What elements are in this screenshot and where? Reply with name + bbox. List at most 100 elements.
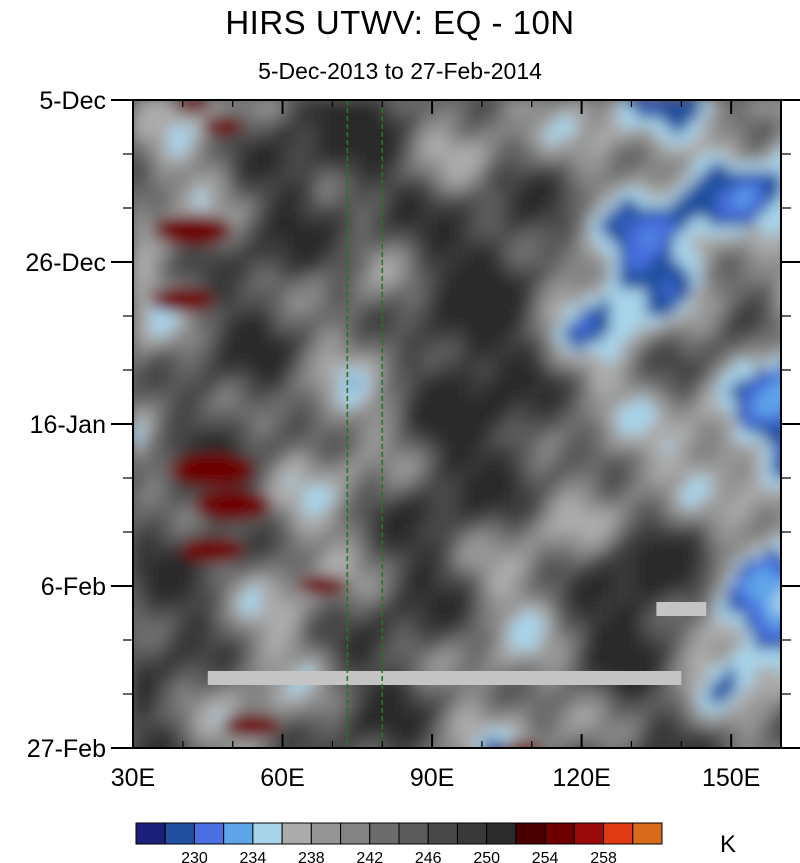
heatmap-cell <box>268 352 278 362</box>
heatmap-cell <box>223 190 233 200</box>
heatmap-cell <box>340 298 350 308</box>
heatmap-cell <box>781 190 791 200</box>
heatmap-cell <box>745 388 755 398</box>
heatmap-cell <box>358 613 368 623</box>
heatmap-cell <box>772 604 781 614</box>
heatmap-cell <box>745 640 755 650</box>
heatmap-cell <box>781 217 791 227</box>
heatmap-cell <box>232 244 242 254</box>
heatmap-cell <box>763 280 773 290</box>
heatmap-cell <box>502 568 512 578</box>
heatmap-cell <box>187 352 197 362</box>
heatmap-cell <box>763 397 773 407</box>
heatmap-cell <box>574 109 584 119</box>
heatmap-cell <box>340 235 350 245</box>
heatmap-cell <box>322 145 332 155</box>
heatmap-cell <box>349 271 359 281</box>
heatmap-cell <box>547 487 557 497</box>
heatmap-cell <box>493 541 503 551</box>
heatmap-cell <box>340 172 350 182</box>
heatmap-cell <box>214 433 224 443</box>
heatmap-cell <box>376 613 386 623</box>
heatmap-cell <box>682 100 692 110</box>
heatmap-cell <box>358 424 368 434</box>
heatmap-cell <box>457 496 467 506</box>
heatmap-cell <box>268 325 278 335</box>
heatmap-cell <box>493 289 503 299</box>
heatmap-cell <box>538 694 548 704</box>
heatmap-cell <box>529 118 539 128</box>
heatmap-cell <box>574 334 584 344</box>
heatmap-cell <box>133 163 143 173</box>
heatmap-cell <box>394 496 404 506</box>
heatmap-cell <box>358 631 368 641</box>
heatmap-cell <box>268 523 278 533</box>
heatmap-cell <box>574 631 584 641</box>
heatmap-cell <box>421 244 431 254</box>
heatmap-cell <box>547 496 557 506</box>
heatmap-cell <box>178 523 188 533</box>
heatmap-cell <box>295 595 305 605</box>
heatmap-cell <box>565 361 575 371</box>
heatmap-cell <box>412 523 422 533</box>
heatmap-cell <box>142 442 152 452</box>
heatmap-cell <box>223 217 233 227</box>
heatmap-cell <box>268 370 278 380</box>
heatmap-cell <box>682 334 692 344</box>
heatmap-cell <box>700 325 710 335</box>
heatmap-cell <box>637 442 647 452</box>
heatmap-cell <box>709 190 719 200</box>
heatmap-cell <box>529 559 539 569</box>
heatmap-cell <box>151 487 161 497</box>
heatmap-cell <box>133 541 143 551</box>
heatmap-cell <box>394 262 404 272</box>
heatmap-cell <box>538 262 548 272</box>
heatmap-cell <box>205 370 215 380</box>
heatmap-cell <box>727 604 737 614</box>
heatmap-cell <box>169 361 179 371</box>
heatmap-cell <box>727 595 737 605</box>
heatmap-cell <box>385 406 395 416</box>
heatmap-cell <box>169 667 179 677</box>
heatmap-cell <box>322 424 332 434</box>
heatmap-cell <box>340 469 350 479</box>
heatmap-cell <box>700 298 710 308</box>
heatmap-cell <box>493 550 503 560</box>
heatmap-cell <box>457 334 467 344</box>
heatmap-cell <box>448 343 458 353</box>
heatmap-cell <box>457 685 467 695</box>
heatmap-cell <box>340 352 350 362</box>
heatmap-cell <box>655 172 665 182</box>
heatmap-cell <box>637 397 647 407</box>
heatmap-cell <box>655 388 665 398</box>
heatmap-cell <box>475 631 485 641</box>
heatmap-cell <box>664 586 674 596</box>
heatmap-cell <box>259 370 269 380</box>
heatmap-cell <box>601 478 611 488</box>
heatmap-cell <box>340 604 350 614</box>
heatmap-cell <box>250 604 260 614</box>
heatmap-cell <box>619 217 629 227</box>
heatmap-cell <box>709 469 719 479</box>
heatmap-cell <box>682 541 692 551</box>
heatmap-cell <box>736 658 746 668</box>
heatmap-cell <box>700 145 710 155</box>
heatmap-cell <box>223 433 233 443</box>
heatmap-cell <box>565 181 575 191</box>
heatmap-cell <box>655 496 665 506</box>
heatmap-cell <box>682 649 692 659</box>
heatmap-cell <box>340 154 350 164</box>
heatmap-cell <box>394 163 404 173</box>
heatmap-cell <box>214 595 224 605</box>
heatmap-cell <box>241 271 251 281</box>
heatmap-cell <box>484 100 494 110</box>
heatmap-cell <box>673 199 683 209</box>
heatmap-cell <box>421 640 431 650</box>
heatmap-cell <box>178 703 188 713</box>
heatmap-cell <box>646 199 656 209</box>
heatmap-cell <box>187 343 197 353</box>
heatmap-cell <box>583 334 593 344</box>
heatmap-cell <box>358 658 368 668</box>
heatmap-cell <box>565 388 575 398</box>
heatmap-cell <box>232 604 242 614</box>
